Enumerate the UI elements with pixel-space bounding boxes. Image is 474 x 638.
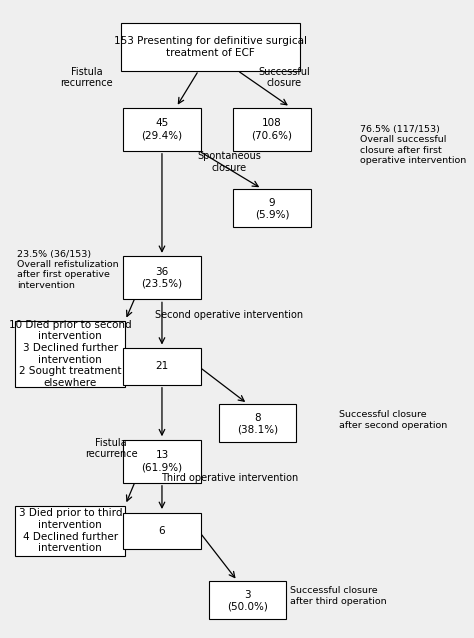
Text: Fistula
recurrence: Fistula recurrence xyxy=(85,438,137,459)
Text: 76.5% (117/153)
Overall successful
closure after first
operative intervention: 76.5% (117/153) Overall successful closu… xyxy=(360,125,466,165)
FancyBboxPatch shape xyxy=(121,24,301,71)
Text: 6: 6 xyxy=(159,526,165,536)
Text: 36
(23.5%): 36 (23.5%) xyxy=(141,267,182,288)
Text: 9
(5.9%): 9 (5.9%) xyxy=(255,198,289,219)
FancyBboxPatch shape xyxy=(233,189,310,227)
FancyBboxPatch shape xyxy=(233,108,310,151)
Text: Successful
closure: Successful closure xyxy=(258,66,310,88)
FancyBboxPatch shape xyxy=(219,404,296,442)
FancyBboxPatch shape xyxy=(15,320,125,387)
Text: 10 Died prior to second
intervention
3 Declined further
intervention
2 Sought tr: 10 Died prior to second intervention 3 D… xyxy=(9,320,132,388)
Text: Spontaneous
closure: Spontaneous closure xyxy=(197,151,261,173)
FancyBboxPatch shape xyxy=(123,108,201,151)
Text: 8
(38.1%): 8 (38.1%) xyxy=(237,413,278,434)
Text: 3 Died prior to third
intervention
4 Declined further
intervention: 3 Died prior to third intervention 4 Dec… xyxy=(18,508,122,553)
Text: 13
(61.9%): 13 (61.9%) xyxy=(141,450,182,472)
FancyBboxPatch shape xyxy=(209,581,286,619)
Text: 108
(70.6%): 108 (70.6%) xyxy=(252,119,292,140)
Text: 153 Presenting for definitive surgical
treatment of ECF: 153 Presenting for definitive surgical t… xyxy=(114,36,307,58)
Text: Fistula
recurrence: Fistula recurrence xyxy=(60,66,113,88)
Text: Third operative intervention: Third operative intervention xyxy=(161,473,298,484)
FancyBboxPatch shape xyxy=(123,512,201,549)
Text: Second operative intervention: Second operative intervention xyxy=(155,310,303,320)
FancyBboxPatch shape xyxy=(123,348,201,385)
Text: Successful closure
after second operation: Successful closure after second operatio… xyxy=(339,410,447,430)
FancyBboxPatch shape xyxy=(123,256,201,299)
Text: 21: 21 xyxy=(155,362,169,371)
FancyBboxPatch shape xyxy=(123,440,201,483)
FancyBboxPatch shape xyxy=(15,505,125,556)
Text: 3
(50.0%): 3 (50.0%) xyxy=(227,590,268,611)
Text: 45
(29.4%): 45 (29.4%) xyxy=(141,119,182,140)
Text: Successful closure
after third operation: Successful closure after third operation xyxy=(290,586,387,605)
Text: 23.5% (36/153)
Overall refistulization
after first operative
intervention: 23.5% (36/153) Overall refistulization a… xyxy=(18,249,119,290)
